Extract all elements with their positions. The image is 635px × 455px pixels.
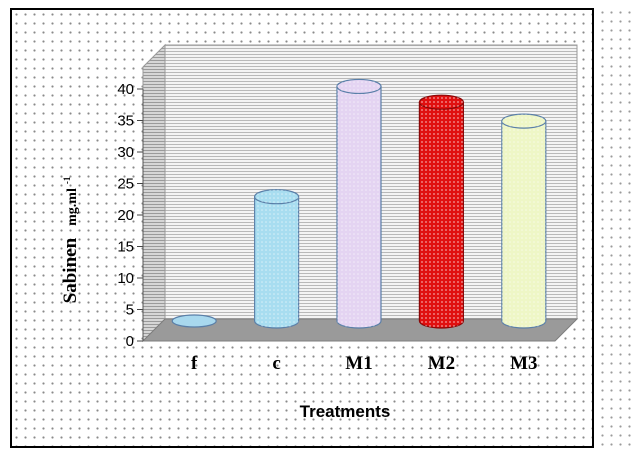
bar-f <box>171 314 217 328</box>
y-tick-label: 35 <box>117 113 134 130</box>
y-tick-label: 30 <box>117 144 134 161</box>
side-wall <box>142 43 166 343</box>
background-dots <box>598 8 635 448</box>
bar-texture-M1 <box>337 86 381 328</box>
y-tick-label: 10 <box>117 270 134 287</box>
y-tick-label: 25 <box>117 176 134 193</box>
y-tick-label: 5 <box>126 302 134 319</box>
floor <box>141 318 579 342</box>
x-tick-label-M1: M1 <box>345 353 372 374</box>
bar-top-texture-M2 <box>419 95 464 110</box>
y-tick-label: 40 <box>117 81 134 98</box>
bar-top-texture-M1 <box>337 79 381 94</box>
x-tick-label-M3: M3 <box>510 353 537 374</box>
y-tick-label: 20 <box>117 207 134 224</box>
bar-top-texture-M3 <box>501 114 546 129</box>
x-axis-label: Treatments <box>300 402 391 421</box>
y-tick-label: 0 <box>126 333 134 350</box>
y-axis-label-name: Sabinen <box>60 237 81 303</box>
x-tick-label-M2: M2 <box>428 353 455 374</box>
x-tick-label-c: c <box>272 353 280 374</box>
bar-texture-c <box>254 196 299 328</box>
bar-top-texture-c <box>254 189 299 204</box>
y-axis-label: Sabinen mg.ml -1 <box>60 176 81 303</box>
bar-texture-M3 <box>501 121 546 328</box>
x-tick-label-f: f <box>191 353 198 374</box>
plot-area: 0 5 10 15 20 25 30 35 40 f c M1 M2 M3 <box>117 43 579 374</box>
y-axis-label-unit: mg.ml <box>65 188 80 226</box>
bar-texture-M2 <box>419 102 464 328</box>
y-axis-label-unit-sup: -1 <box>62 176 72 184</box>
y-tick-label: 15 <box>117 239 134 256</box>
